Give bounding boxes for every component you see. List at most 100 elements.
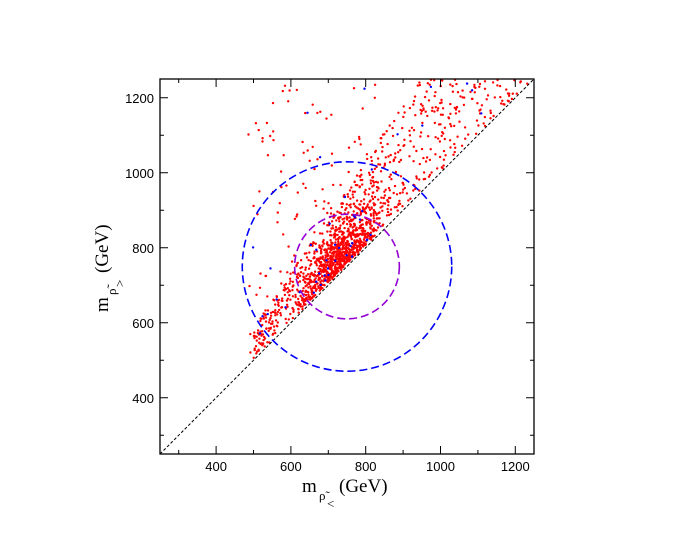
red-data-point <box>369 226 372 229</box>
red-data-point <box>339 262 342 265</box>
red-data-point <box>341 244 345 248</box>
red-data-point <box>438 140 442 143</box>
red-data-point <box>269 322 273 325</box>
red-data-point <box>278 308 281 312</box>
red-data-point <box>442 149 446 153</box>
red-data-point <box>344 261 348 264</box>
red-data-point <box>424 160 428 163</box>
red-data-point <box>280 282 283 285</box>
red-data-point <box>352 210 355 213</box>
red-data-point <box>261 140 264 143</box>
red-data-point <box>257 349 260 352</box>
red-data-point <box>298 280 302 283</box>
red-data-point <box>477 124 480 127</box>
red-data-point <box>325 263 329 267</box>
red-data-point <box>342 265 345 268</box>
red-data-point <box>330 220 334 223</box>
red-data-point <box>288 282 291 285</box>
red-data-point <box>289 272 292 275</box>
red-data-point <box>318 264 321 268</box>
red-data-point <box>454 146 457 149</box>
red-data-point <box>419 131 423 134</box>
red-data-point <box>342 254 345 257</box>
red-data-point <box>280 186 283 189</box>
red-data-point <box>274 309 277 312</box>
red-data-point <box>334 263 337 266</box>
red-data-point <box>375 189 379 192</box>
red-data-point <box>439 101 442 105</box>
red-data-point <box>370 156 373 159</box>
red-data-point <box>324 261 327 264</box>
red-data-point <box>287 245 290 248</box>
blue-data-point <box>337 246 341 250</box>
red-data-point <box>264 320 268 323</box>
red-data-point <box>367 206 371 209</box>
red-data-point <box>334 241 337 244</box>
red-data-point <box>286 287 289 290</box>
red-data-point <box>358 248 362 252</box>
red-data-point <box>434 136 437 139</box>
blue-data-point <box>315 280 318 283</box>
red-data-point <box>271 320 274 323</box>
red-data-point <box>271 310 275 314</box>
y-tick-label: 800 <box>132 241 154 256</box>
red-data-point <box>309 298 312 301</box>
red-data-point <box>363 191 366 194</box>
red-data-point <box>255 339 258 342</box>
red-data-point <box>318 232 322 235</box>
red-data-point <box>349 234 352 237</box>
red-data-point <box>267 321 271 324</box>
red-data-point <box>325 117 328 120</box>
red-data-point <box>341 230 344 234</box>
red-data-point <box>338 244 341 247</box>
red-data-point <box>255 352 258 355</box>
red-data-point <box>486 94 490 97</box>
red-data-point <box>316 282 319 285</box>
red-data-point <box>320 263 323 266</box>
red-data-point <box>343 217 346 220</box>
red-data-point <box>338 220 341 223</box>
red-data-point <box>256 329 260 332</box>
red-data-point <box>379 137 382 140</box>
y-axis-label-unit: (GeV) <box>92 224 113 273</box>
red-data-point <box>329 230 332 233</box>
red-data-point <box>330 152 334 155</box>
red-data-point <box>416 84 419 87</box>
red-data-point <box>352 202 355 206</box>
red-data-point <box>265 327 268 330</box>
red-data-point <box>302 298 306 301</box>
blue-data-point <box>325 259 328 262</box>
red-data-point <box>272 298 275 301</box>
red-data-point <box>442 164 445 167</box>
red-data-point <box>308 280 311 283</box>
red-data-point <box>480 104 484 107</box>
red-data-point <box>371 179 375 183</box>
red-data-point <box>339 216 342 219</box>
red-data-point <box>447 116 450 119</box>
red-data-point <box>358 221 362 224</box>
red-data-point <box>381 145 384 149</box>
diagonal-line <box>160 79 534 454</box>
blue-data-point <box>370 168 373 171</box>
red-data-point <box>441 131 444 134</box>
red-data-point <box>310 293 314 296</box>
blue-data-point <box>358 218 362 221</box>
red-data-point <box>393 119 396 123</box>
red-data-point <box>418 178 421 181</box>
red-data-point <box>395 205 398 209</box>
red-data-point <box>360 200 363 203</box>
red-data-point <box>355 206 358 209</box>
red-data-point <box>361 243 364 247</box>
x-tick-label: 1200 <box>501 459 530 474</box>
red-data-point <box>259 319 262 323</box>
red-data-point <box>327 202 330 205</box>
red-data-point <box>449 146 452 149</box>
red-data-point <box>313 256 316 259</box>
red-data-point <box>271 332 275 335</box>
red-data-point <box>476 102 479 105</box>
blue-data-point <box>275 298 278 301</box>
red-data-point <box>412 99 416 103</box>
red-data-point <box>333 274 336 278</box>
red-data-point <box>373 83 377 87</box>
red-data-point <box>362 238 366 241</box>
